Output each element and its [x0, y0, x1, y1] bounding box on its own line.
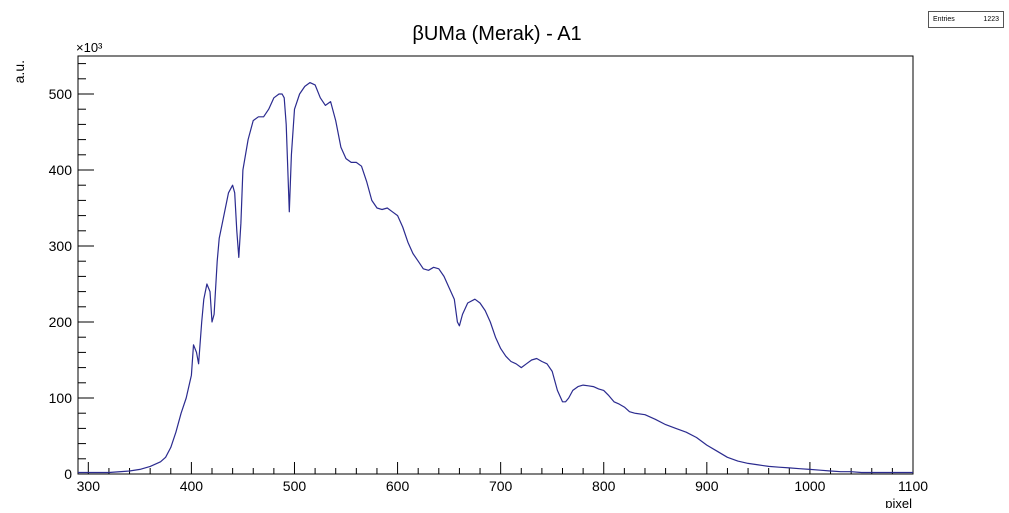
y-tick-label: 0: [64, 466, 72, 482]
spectrum-line: [78, 81, 913, 474]
x-tick-label: 700: [489, 478, 513, 494]
x-tick-label: 1000: [794, 478, 825, 494]
y-tick-label: 400: [49, 162, 73, 178]
chart-title: βUMa (Merak) - A1: [412, 23, 581, 45]
x-tick-label: 1100: [898, 478, 928, 494]
y-tick-label: 300: [49, 238, 73, 254]
x-tick-label: 900: [695, 478, 719, 494]
x-tick-label: 300: [77, 478, 101, 494]
stats-label: Entries: [933, 16, 955, 23]
x-axis-label: pixel: [885, 496, 912, 508]
y-axis-label: a.u.: [11, 60, 27, 83]
plot-frame: [77, 55, 914, 475]
y-tick-label: 200: [49, 314, 73, 330]
x-tick-label: 600: [386, 478, 410, 494]
y-tick-label: 500: [49, 86, 73, 102]
series-group: [78, 81, 913, 474]
stats-value: 1223: [983, 16, 999, 23]
y-axis-exponent: ×10³: [76, 40, 103, 55]
x-tick-label: 400: [180, 478, 204, 494]
axes: 300 400 500 600 700 800 900 1000 1100 0 100 200 300 4…: [49, 55, 928, 494]
stats-box: Entries 1223: [928, 11, 1004, 28]
x-tick-label: 500: [283, 478, 307, 494]
y-tick-label: 100: [49, 390, 73, 406]
x-tick-label: 800: [592, 478, 616, 494]
